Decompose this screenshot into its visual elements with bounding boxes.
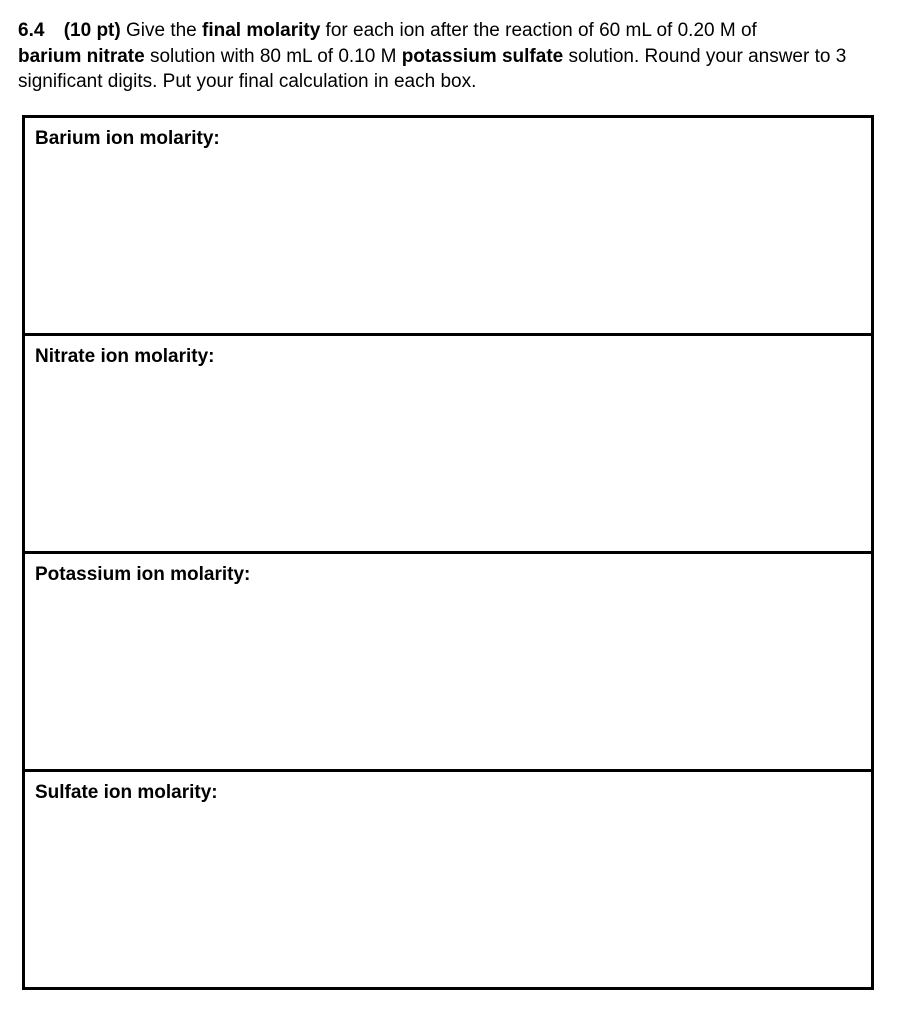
answer-cell-sulfate: Sulfate ion molarity: bbox=[24, 770, 873, 988]
nitrate-label: Nitrate ion molarity: bbox=[35, 346, 214, 367]
question-text-1: Give the bbox=[126, 20, 202, 41]
question-number: 6.4 bbox=[18, 20, 44, 41]
answer-table-wrap: Barium ion molarity: Nitrate ion molarit… bbox=[18, 115, 900, 990]
question-points: (10 pt) bbox=[64, 20, 121, 41]
barium-label: Barium ion molarity: bbox=[35, 128, 220, 149]
potassium-sulfate-bold: potassium sulfate bbox=[402, 46, 564, 67]
answer-cell-potassium: Potassium ion molarity: bbox=[24, 552, 873, 770]
question-text-2: for each ion after the reaction of 60 mL… bbox=[320, 20, 757, 41]
question-text-3: solution with 80 mL of 0.10 M bbox=[145, 46, 402, 67]
answer-table: Barium ion molarity: Nitrate ion molarit… bbox=[22, 115, 874, 990]
barium-nitrate-bold: barium nitrate bbox=[18, 46, 145, 67]
sulfate-label: Sulfate ion molarity: bbox=[35, 782, 218, 803]
question-header: 6.4 (10 pt) Give the final molarity for … bbox=[18, 18, 900, 95]
potassium-label: Potassium ion molarity: bbox=[35, 564, 250, 585]
answer-cell-nitrate: Nitrate ion molarity: bbox=[24, 334, 873, 552]
answer-cell-barium: Barium ion molarity: bbox=[24, 116, 873, 334]
final-molarity-bold: final molarity bbox=[202, 20, 320, 41]
